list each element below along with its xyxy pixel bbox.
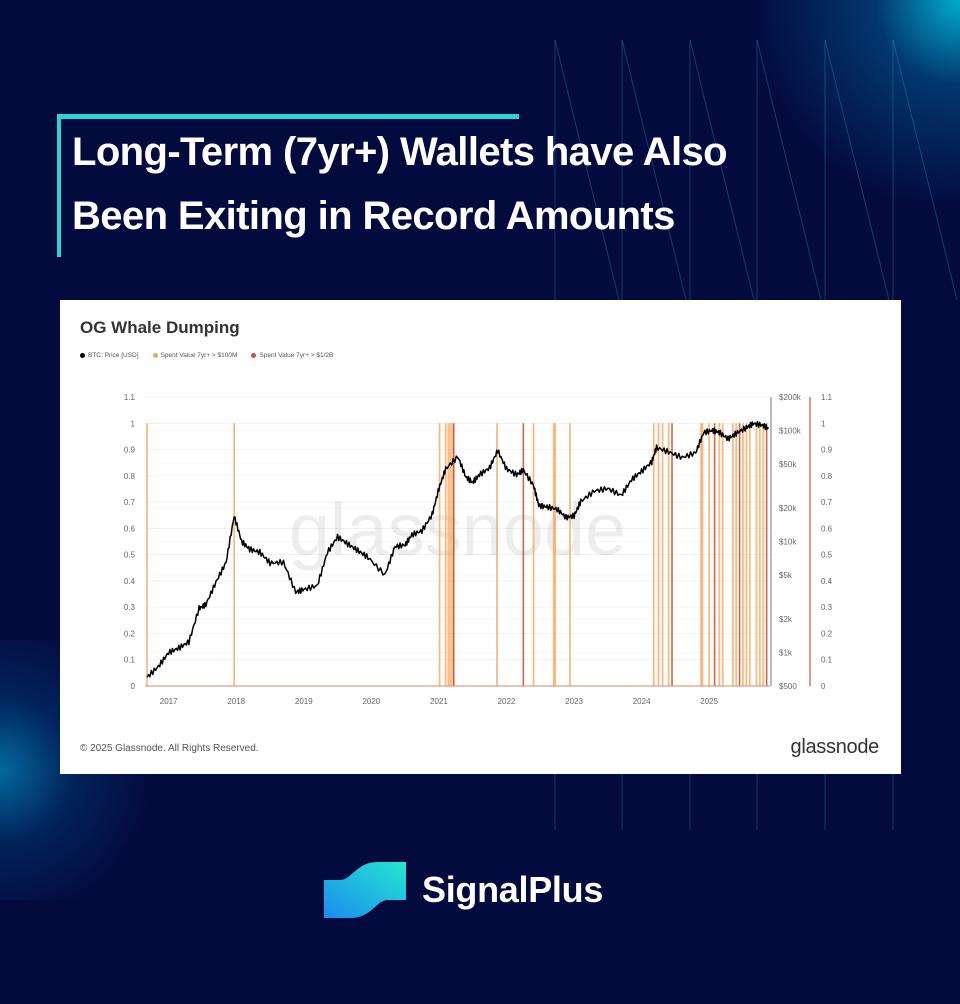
- legend-label: Spent Value 7yr+ > $1/2B: [259, 352, 334, 359]
- price-axis-tick-label: $50k: [779, 460, 797, 469]
- left-axis-tick-label: 0.8: [124, 472, 136, 481]
- deco-diagonal-line: [892, 39, 958, 301]
- right-axis-tick-label: 0.5: [821, 551, 833, 560]
- glassnode-logo: glassnode: [790, 736, 880, 758]
- x-axis-tick-label: 2017: [160, 697, 178, 706]
- legend-item-spent-half-b: Spent Value 7yr+ > $1/2B: [251, 352, 333, 359]
- chart-title: OG Whale Dumping: [80, 318, 240, 337]
- x-axis-tick-label: 2022: [498, 697, 516, 706]
- chart-card: glassnode 0 0.1 0.2 0.3 0.4 0.5 0.6 0.7 0.8 0.9 1 1.…: [60, 300, 901, 774]
- chart-svg: glassnode 0 0.1 0.2 0.3 0.4 0.5 0.6 0.7 0.8 0.9 1 1.…: [124, 393, 833, 706]
- deco-diagonal-line: [824, 39, 890, 301]
- right-axis-tick-label: 0.6: [821, 524, 833, 533]
- deco-diagonal-line: [689, 39, 755, 301]
- title-line-2: Been Exiting in Record Amounts: [72, 194, 675, 238]
- page-title: Long-Term (7yr+) Wallets have Also Been …: [72, 120, 932, 248]
- right-axis-tick-label: 0.1: [821, 656, 833, 665]
- corner-glow: [760, 0, 960, 200]
- brand-name: SignalPlus: [422, 869, 604, 910]
- x-axis-tick-label: 2024: [633, 697, 651, 706]
- chart-legend: BTC: Price [USD] Spent Value 7yr+ > $100…: [80, 352, 333, 359]
- price-axis-tick-label: $5k: [779, 571, 793, 580]
- left-axis-tick-label: 0.6: [124, 524, 136, 533]
- price-axis-tick-label: $500: [779, 682, 797, 691]
- left-axis-tick-label: 1: [131, 419, 136, 428]
- legend-dot-icon: [152, 352, 158, 358]
- right-axis-tick-label: 1: [821, 419, 826, 428]
- right-axis-tick-label: 1.1: [821, 393, 833, 402]
- right-axis-tick-label: 0: [821, 682, 826, 691]
- left-axis-tick-label: 0.5: [124, 551, 136, 560]
- price-axis-tick-label: $200k: [779, 393, 802, 402]
- left-axis-tick-label: 0.4: [124, 577, 136, 586]
- price-axis-tick-label: $10k: [779, 538, 797, 547]
- deco-diagonal-line: [621, 39, 687, 301]
- right-axis-tick-label: 0.3: [821, 603, 833, 612]
- legend-item-spent-100m: Spent Value 7yr+ > $100M: [152, 352, 238, 359]
- price-axis-tick-label: $1k: [779, 649, 793, 658]
- legend-label: BTC: Price [USD]: [88, 352, 139, 359]
- deco-diagonal-line: [554, 39, 620, 301]
- legend-dot-icon: [251, 352, 257, 358]
- price-axis-tick-label: $100k: [779, 426, 802, 435]
- right-axis-tick-label: 0.4: [821, 577, 833, 586]
- btc-price-line: [146, 420, 770, 678]
- right-axis-tick-label: 0.7: [821, 498, 833, 507]
- price-axis-tick-label: $2k: [779, 615, 793, 624]
- left-axis-tick-label: 1.1: [124, 393, 136, 402]
- legend-label: Spent Value 7yr+ > $100M: [160, 352, 238, 359]
- right-axis-tick-label: 0.2: [821, 629, 833, 638]
- legend-item-price: BTC: Price [USD]: [80, 352, 139, 359]
- left-axis-tick-label: 0: [131, 682, 136, 691]
- right-axis-tick-label: 0.9: [821, 446, 833, 455]
- glassnode-watermark: glassnode: [289, 488, 626, 571]
- left-axis-tick-label: 0.9: [124, 446, 136, 455]
- legend-dot-icon: [80, 352, 85, 358]
- left-axis-tick-label: 0.3: [124, 603, 136, 612]
- x-axis-tick-label: 2023: [565, 697, 583, 706]
- x-axis-tick-label: 2020: [362, 697, 380, 706]
- right-axis-tick-label: 0.8: [821, 472, 833, 481]
- left-axis-tick-label: 0.7: [124, 498, 136, 507]
- price-axis-tick-label: $20k: [779, 504, 797, 513]
- x-axis-tick-label: 2025: [700, 697, 718, 706]
- copyright-text: © 2025 Glassnode. All Rights Reserved.: [80, 743, 259, 754]
- x-axis-tick-label: 2021: [430, 697, 448, 706]
- left-axis-tick-label: 0.2: [124, 629, 136, 638]
- deco-diagonal-line: [756, 39, 822, 301]
- title-bracket: [57, 114, 519, 257]
- brand-footer: SignalPlus: [322, 860, 603, 920]
- signalplus-wave-logo-icon: [324, 862, 406, 918]
- title-line-1: Long-Term (7yr+) Wallets have Also: [72, 130, 728, 174]
- left-axis-tick-label: 0.1: [124, 656, 136, 665]
- x-axis-tick-label: 2019: [295, 697, 313, 706]
- x-axis-tick-label: 2018: [227, 697, 245, 706]
